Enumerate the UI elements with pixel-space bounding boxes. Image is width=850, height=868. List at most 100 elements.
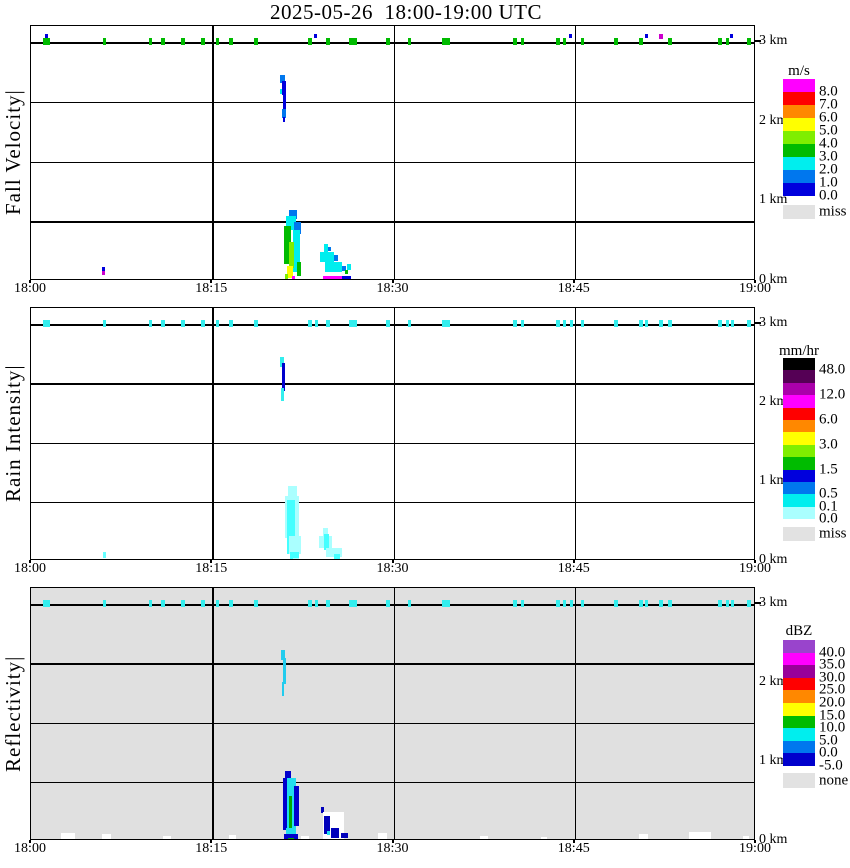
colorbar-tick-label: 4.0 <box>819 135 838 152</box>
echo-marker-3km <box>408 600 411 607</box>
echo-pixel <box>283 658 286 684</box>
colorbar-block <box>783 170 815 183</box>
echo-marker-3km <box>726 38 729 45</box>
echo-marker-3km <box>668 600 672 607</box>
y-axis-label-reflectivity: Reflectivity| <box>1 655 25 772</box>
echo-marker-3km <box>43 600 50 607</box>
echo-marker-3km <box>216 320 219 327</box>
echo-pixel <box>324 244 328 252</box>
echo-marker-3km <box>726 320 729 327</box>
colorbar-tick-label: 1.0 <box>819 174 838 191</box>
colorbar-tick-label: 3.0 <box>819 148 838 165</box>
echo-marker-3km <box>254 38 258 45</box>
colorbar-missing-block <box>783 205 815 219</box>
echo-marker-3km <box>563 38 566 45</box>
colorbar-tick-label: 0.0 <box>819 187 838 204</box>
echo-pixel <box>61 833 75 839</box>
echo-pixel <box>289 536 301 554</box>
echo-marker-3km <box>201 38 205 45</box>
echo-marker-3km <box>386 38 390 45</box>
gridline-3km <box>31 324 754 326</box>
echo-marker-3km <box>254 320 258 327</box>
panel-rain-intensity <box>30 307 755 560</box>
echo-marker-3km <box>326 600 330 607</box>
colorbar-tick-label: 5.0 <box>819 122 838 139</box>
echo-marker-3km <box>201 320 205 327</box>
gridline-3km <box>31 42 754 44</box>
echo-marker-3km <box>639 38 643 45</box>
x-tick-label: 18:00 <box>14 561 46 576</box>
echo-pixel <box>288 838 294 839</box>
gridline-time <box>393 588 396 839</box>
y-tick-label: 3 km <box>759 315 788 330</box>
x-tick <box>754 560 756 563</box>
colorbar-tick-label: 40.0 <box>819 644 846 661</box>
colorbar-tick-label: 5.0 <box>819 732 838 749</box>
echo-pixel <box>326 548 342 557</box>
echo-marker-3km <box>308 600 312 607</box>
echo-marker-3km <box>161 600 165 607</box>
echo-pixel <box>288 486 297 500</box>
x-tick-label: 18:00 <box>14 281 46 296</box>
x-tick <box>391 840 394 843</box>
colorbar-missing-block <box>783 773 815 788</box>
x-tick <box>754 840 756 843</box>
x-tick <box>572 280 575 283</box>
colorbar-tick-label: 8.0 <box>819 83 838 100</box>
echo-pixel <box>283 117 285 122</box>
echo-marker-3km <box>747 320 751 327</box>
echo-marker-3km <box>308 38 312 45</box>
echo-marker-3km <box>229 320 233 327</box>
echo-pixel <box>284 834 298 839</box>
echo-pixel <box>282 109 286 118</box>
echo-marker-3km <box>216 38 219 45</box>
echo-pixel <box>294 786 299 826</box>
echo-marker-3km <box>386 600 390 607</box>
colorbar-block <box>783 482 815 495</box>
echo-pixel <box>689 832 711 839</box>
echo-marker-3km <box>229 38 233 45</box>
echo-pixel <box>378 833 387 839</box>
echo-marker-3km <box>614 38 618 45</box>
echo-marker-3km <box>201 600 205 607</box>
echo-pixel <box>286 828 296 838</box>
gridline-time <box>574 26 577 279</box>
echo-pixel <box>323 528 328 536</box>
echo-pixel <box>282 363 285 391</box>
echo-pixel <box>286 216 296 230</box>
echo-marker-3km <box>149 38 152 45</box>
y-tick-label: 2 km <box>759 674 788 689</box>
echo-marker-3km <box>521 600 524 607</box>
gridline-time <box>393 308 396 559</box>
colorbar-missing-label: none <box>819 772 849 788</box>
echo-pixel <box>283 778 288 830</box>
colorbar-tick-label: 15.0 <box>819 707 846 724</box>
x-tick <box>572 560 575 563</box>
echo-pixel <box>290 552 299 559</box>
echo-pixel <box>297 262 301 276</box>
x-tick <box>29 840 31 843</box>
panel-reflectivity <box>30 587 755 840</box>
echo-pixel <box>321 807 324 813</box>
colorbar-tick-label: 2.0 <box>819 161 838 178</box>
echo-marker-3km <box>408 38 411 45</box>
echo-marker-3km <box>730 34 733 38</box>
echo-marker-3km <box>747 38 751 45</box>
y-tick-label: 2 km <box>759 394 788 409</box>
colorbar-tick-label: 6.0 <box>819 109 838 126</box>
x-tick <box>391 280 394 283</box>
colorbar-block <box>783 677 815 691</box>
colorbar-tick-label: 12.0 <box>819 386 846 403</box>
echo-pixel <box>289 242 294 268</box>
y-tick-label: 3 km <box>759 33 788 48</box>
echo-marker-3km <box>315 320 318 327</box>
colorbar-tick-label: 30.0 <box>819 669 846 686</box>
colorbar-block <box>783 79 815 92</box>
y-tick-label: 3 km <box>759 595 788 610</box>
echo-marker-3km <box>731 320 734 327</box>
x-tick-label: 18:15 <box>195 841 228 856</box>
colorbar-block <box>783 665 815 678</box>
colorbar-block <box>783 183 815 196</box>
echo-pixel <box>284 226 291 264</box>
y-tick-label: 1 km <box>759 473 788 488</box>
